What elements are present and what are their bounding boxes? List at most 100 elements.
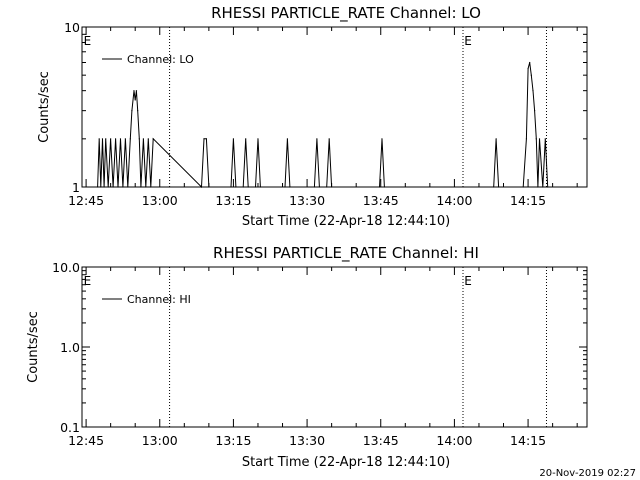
data-point [100,186,102,188]
legend-hi: Channel: HI [127,293,191,306]
data-point [147,138,149,140]
data-point [313,186,316,188]
data-point [247,186,249,188]
data-point [522,186,524,188]
data-point [538,138,541,140]
data-point [138,138,140,140]
event-marker: E [84,34,92,48]
data-point [328,138,330,140]
event-marker: E [84,274,92,288]
data-point [381,138,383,140]
data-point [208,186,210,188]
data-point [284,186,286,188]
data-point [378,186,381,188]
x-tick-label: 13:15 [215,433,251,448]
data-point [110,138,112,140]
data-point [127,186,129,188]
data-point [493,186,495,188]
data-point [101,138,104,140]
data-point [150,186,152,188]
legend-lo: Channel: LO [127,53,194,66]
data-point [245,138,247,140]
data-point [235,186,237,188]
data-point [530,74,532,76]
x-tick-label: 14:00 [436,433,472,448]
series-line [97,62,549,189]
data-point [205,138,208,140]
data-point [542,186,544,188]
data-point [107,186,109,188]
data-point [119,138,122,140]
y-tick-label: 10.0 [52,260,80,275]
data-point [331,186,333,188]
y-tick-label: 0.1 [60,420,80,435]
x-tick-label: 13:30 [289,193,325,208]
timestamp: 20-Nov-2019 02:27 [539,468,636,479]
data-point [114,138,117,140]
plot-frame-hi [81,266,588,428]
data-point [529,61,531,64]
data-point [140,186,142,188]
data-point [230,186,232,188]
data-point [544,138,546,140]
x-tick-label: 13:30 [289,433,325,448]
data-point [383,186,386,188]
data-point [112,186,114,188]
x-tick-label: 13:45 [363,433,399,448]
data-point [122,186,124,188]
data-point [96,186,99,188]
data-point [532,90,534,92]
data-point [103,186,105,188]
data-point [316,138,318,140]
data-point [286,138,289,140]
x-axis-label-lo: Start Time (22-Apr-18 12:44:10) [242,214,450,229]
y-tick-label: 1 [72,180,80,195]
data-point [498,186,500,188]
y-tick-label: 10 [64,20,80,35]
plot-frame-lo [81,26,588,188]
data-point [525,138,528,140]
data-point [105,138,107,140]
event-marker: E [464,274,472,288]
data-point [232,138,235,140]
data-point [534,110,536,112]
data-point [142,138,144,140]
data-point [200,186,203,188]
x-tick-label: 12:45 [68,433,104,448]
x-tick-label: 14:15 [510,433,546,448]
x-tick-label: 13:45 [363,193,399,208]
data-point [242,186,244,188]
x-tick-label: 14:15 [510,193,546,208]
data-point [254,186,257,188]
chart-title-hi: RHESSI PARTICLE_RATE Channel: HI [213,244,479,263]
data-point [117,186,119,188]
data-point [495,138,497,140]
hi-channel-panel: RHESSI PARTICLE_RATE Channel: HI Counts/… [26,244,588,470]
data-point [131,110,133,112]
lo-channel-panel: RHESSI PARTICLE_RATE Channel: LO Counts/… [37,4,588,229]
x-tick-label: 14:00 [436,193,472,208]
data-point [134,99,136,101]
data-point [145,186,147,188]
y-axis-label-hi: Counts/sec [26,311,41,383]
data-point [124,138,126,140]
data-point [257,138,259,140]
x-tick-label: 13:15 [215,193,251,208]
data-point [259,186,262,188]
x-tick-label: 13:00 [142,433,178,448]
data-point [203,138,205,140]
data-point [289,186,291,188]
data-point [537,186,539,188]
y-axis-label-lo: Counts/sec [37,71,52,143]
data-point [547,186,549,188]
data-point [129,138,131,140]
data-point [318,186,320,188]
data-point [98,138,100,140]
x-axis-label-hi: Start Time (22-Apr-18 12:44:10) [242,455,450,470]
data-point [535,138,537,140]
x-tick-label: 12:45 [68,193,104,208]
event-marker: E [464,34,472,48]
data-point [133,90,135,92]
data-point [152,138,154,140]
